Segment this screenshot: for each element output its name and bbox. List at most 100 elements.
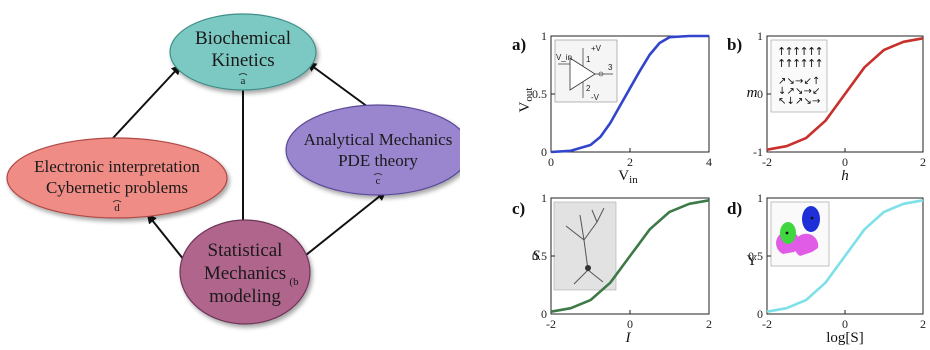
node-d-mark: d [114,202,120,214]
panel-b-ylabel: m [747,85,758,101]
node-b-mark: (b [289,276,299,288]
panel-a-ytick-0: 0 [541,145,547,159]
circuit-label-minus-v: -V [591,93,600,102]
panel-c-ytick-0: 0 [541,307,547,321]
node-c-mark-arc [373,173,383,176]
edge-d-to-a [112,64,182,139]
edge-c-to-a [306,61,369,108]
neuron-inset [553,201,617,291]
panel-d-ytick-2: 1 [757,191,763,205]
protein-inset [770,201,830,267]
panel-b-xtick-1: 0 [842,155,848,169]
spin-arrow-random: → [812,96,820,107]
spin-arrow-up: ↑ [792,45,801,58]
panel-d-xtick-2: 2 [920,317,926,331]
node-d-ellipse [6,137,228,219]
spin-arrow-random: ↘ [787,76,795,87]
spin-arrow-up: ↑ [777,57,786,70]
panel-b-xlabel: h [841,168,849,184]
panel-d-xlabel: log[S] [826,330,864,346]
node-d-line2: Cybernetic problems [46,178,188,197]
spin-arrow-up: ↑ [785,57,794,70]
panel-d-xtick-1: 0 [842,317,848,331]
panel-b-ytick-2: 1 [757,29,763,43]
panel-a-xtick-1: 2 [627,155,633,169]
circuit-label-1: 1 [586,55,591,64]
node-biochemical-kinetics: Biochemical Kinetics a [169,13,317,91]
spin-arrow-up: ↑ [807,57,816,70]
panel-a-ytick-2: 1 [541,29,547,43]
node-c-ellipse [285,104,460,196]
panel-b-curve [766,37,924,151]
edge-b-to-c [305,190,387,256]
panel-a: a) V_in +V -V 3 1 2 Vout Vin [512,35,710,186]
spin-arrow-random: ↘ [795,86,803,97]
panel-c-xtick-1: 0 [627,317,633,331]
spin-random-arrows: ↗ ↘ → ↙ ↑↓ ↗ ↘ → ↙↖ ↓ ↗ ↘ → [778,76,820,107]
circuit-label-3: 3 [608,63,613,72]
spin-arrow-random: → [795,76,803,87]
panel-c-curve [550,199,710,313]
node-statistical-mechanics: Statistical Mechanics modeling (b [179,219,311,325]
spin-arrow-random: ↙ [812,86,820,97]
panel-b-label: b) [727,35,742,54]
spin-arrow-random: ↘ [804,96,812,107]
node-b-line1: Statistical [208,240,283,261]
node-c-mark: c [376,175,381,187]
panel-d-label: d) [727,199,742,218]
spin-arrow-up: ↑ [785,45,794,58]
node-b-line2: Mechanics [204,263,286,284]
panel-b: b) ↑↑↑↑↑↑↑↑↑↑↑↑ ↗ ↘ → ↙ ↑↓ ↗ ↘ → ↙↖ ↓ ↗ ↘ → m h [727,35,924,184]
spin-arrow-random: ↙ [804,76,812,87]
panel-a-xlabel: Vin [618,168,638,186]
node-c-line1: Analytical Mechanics [304,130,453,149]
panel-c-xtick-2: 2 [706,317,712,331]
node-d-line1: Electronic interpretation [34,157,200,176]
spin-arrow-random: ↖ [778,96,786,107]
node-analytical-mechanics: Analytical Mechanics PDE theory c [285,104,460,196]
node-a-mark-arc [238,73,248,76]
panel-d-ytick-0: 0 [757,307,763,321]
node-a-line2: Kinetics [211,50,274,71]
spin-arrow-up: ↑ [815,57,824,70]
node-electronic-interpretation: Electronic interpretation Cybernetic pro… [6,137,228,219]
panel-c-label: c) [512,199,525,218]
spin-arrow-random: → [804,86,812,97]
node-a-mark: a [241,75,246,87]
node-d-mark-arc [112,200,122,203]
spin-arrow-up: ↑ [815,45,824,58]
panel-d-curve [766,199,924,313]
panel-d-ylabel: Y [747,253,758,269]
panel-c-ylabel: S [532,248,540,264]
spin-arrow-up: ↑ [777,45,786,58]
spin-arrow-random: ↗ [795,96,803,107]
panel-a-xlabel-sub: in [629,174,638,186]
node-b-line3: modeling [209,286,281,307]
panel-a-curve [550,34,709,154]
spin-arrow-up: ↑ [800,57,809,70]
spin-arrow-up: ↑ [800,45,809,58]
concept-diagram: Biochemical Kinetics a Statistical Mecha… [6,13,460,325]
panel-c: c) S I [512,197,710,346]
panel-b-xtick-2: 2 [920,155,926,169]
node-c-line2: PDE theory [338,151,418,170]
panel-a-ylabel-main: V [517,101,533,112]
circuit-inset: V_in +V -V 3 1 2 [554,39,618,103]
node-a-line1: Biochemical [195,28,291,49]
node-a-ellipse [169,13,317,91]
panel-c-ytick-1: 0.5 [532,249,547,263]
spin-arrow-random: ↓ [787,96,795,107]
panel-d: d) Y log[S] [727,197,924,346]
spin-arrow-random: ↑ [812,76,820,87]
circuit-label-vin: V_in [556,53,572,62]
spin-inset: ↑↑↑↑↑↑↑↑↑↑↑↑ ↗ ↘ → ↙ ↑↓ ↗ ↘ → ↙↖ ↓ ↗ ↘ → [770,39,828,113]
spin-arrow-up: ↑ [792,57,801,70]
circuit-label-plus-v: +V [591,44,602,53]
plot-layer: 0 2 400.51-2 0 2-101-2 0 200.51-2 0 200.51 [532,29,926,331]
spin-up-arrows: ↑↑↑↑↑↑↑↑↑↑↑↑ [777,45,824,70]
panel-c-ytick-2: 1 [541,191,547,205]
spin-arrow-up: ↑ [807,45,816,58]
panel-b-xtick-0: -2 [762,155,772,169]
edge-b-to-d [146,213,189,266]
